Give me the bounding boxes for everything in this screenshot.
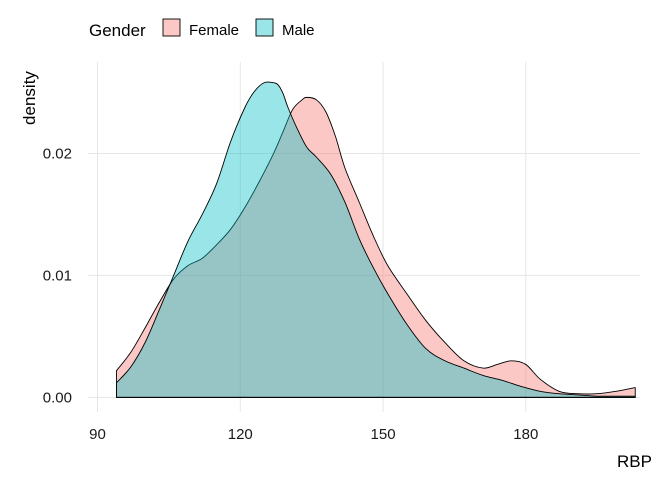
density-area-male bbox=[116, 81, 636, 398]
density-area-female bbox=[116, 96, 636, 398]
y-tick-label: 0.00 bbox=[43, 389, 72, 406]
x-axis-title: RBP bbox=[617, 452, 652, 471]
legend-label-female: Female bbox=[189, 22, 239, 39]
x-tick-label: 120 bbox=[228, 426, 253, 443]
legend-swatch-female bbox=[162, 18, 181, 37]
legend-label-male: Male bbox=[282, 22, 315, 39]
y-tick-label: 0.02 bbox=[43, 145, 72, 162]
legend-title: Gender bbox=[89, 21, 146, 40]
legend-swatch-male bbox=[255, 18, 274, 37]
x-tick-label: 90 bbox=[89, 426, 106, 443]
y-axis-title: density bbox=[20, 71, 39, 125]
x-tick-label: 150 bbox=[371, 426, 396, 443]
legend-items: Female Male bbox=[162, 18, 315, 39]
legend-item-male: Male bbox=[255, 18, 315, 39]
legend: Gender Female Male bbox=[89, 18, 315, 40]
legend-item-female: Female bbox=[162, 18, 239, 39]
density-series bbox=[116, 81, 636, 398]
y-tick-label: 0.01 bbox=[43, 267, 72, 284]
tick-labels: 90 120 150 180 0.00 0.01 0.02 bbox=[43, 145, 539, 443]
x-tick-label: 180 bbox=[513, 426, 538, 443]
